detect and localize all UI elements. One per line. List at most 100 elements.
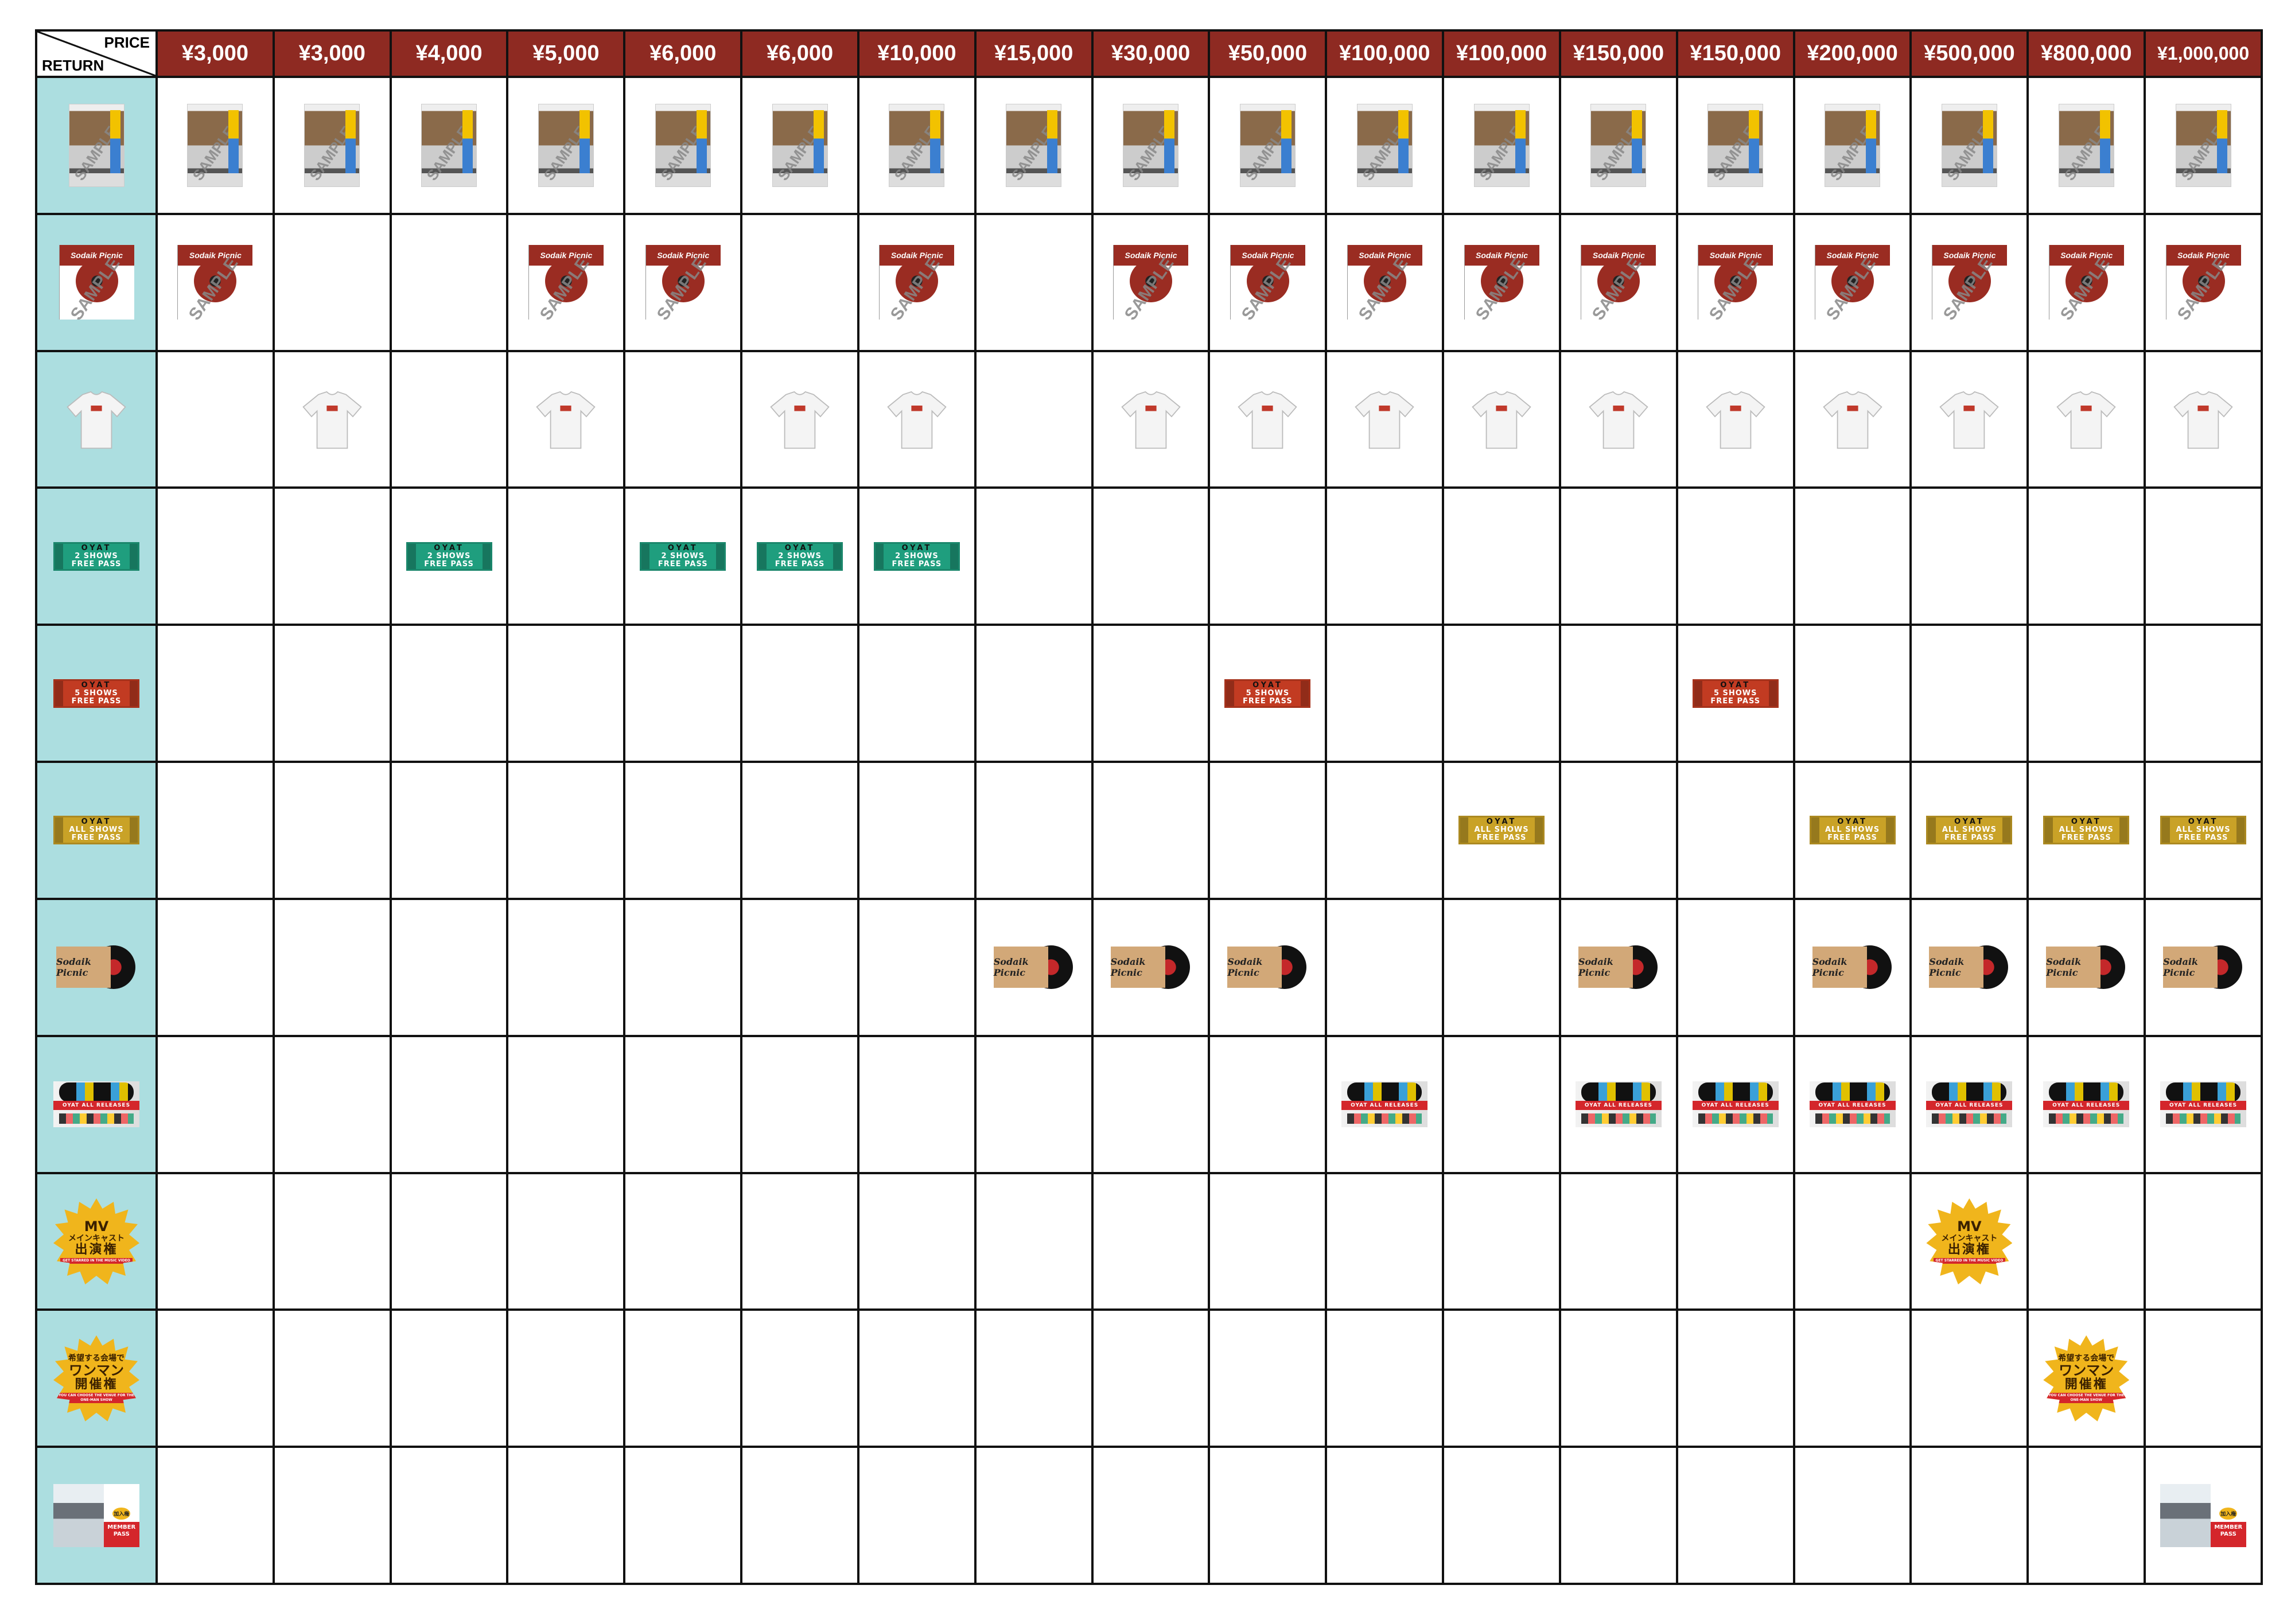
records-icon — [2049, 1082, 2124, 1103]
price-header: ¥10,000 — [859, 32, 974, 76]
ticket-line-2: 2 SHOWS — [895, 551, 939, 560]
reward-cell-included: SAMPLE — [1561, 78, 1676, 213]
reward-cell-empty — [625, 1448, 741, 1583]
reward-cell-empty — [158, 626, 273, 761]
reward-cell-included — [1912, 352, 2027, 487]
ticket-stub — [2002, 817, 2011, 843]
reward-cell-included: Sodaik Picnic FunionsSAMPLE — [2029, 215, 2144, 350]
ticket-line-3: FREE PASS — [424, 559, 474, 568]
price-axis-label: PRICE — [104, 34, 150, 51]
free-pass-ticket: OYAT 5 SHOWS FREE PASS — [53, 679, 139, 708]
releases-banner: OYAT ALL RELEASES — [1692, 1101, 1779, 1111]
return-label-vinyl: Sodaik Picnic — [37, 899, 155, 1035]
reward-cell-included: Sodaik Picnic FunionsSAMPLE — [2146, 215, 2261, 350]
tshirt-icon — [531, 385, 600, 454]
ticket-stub — [950, 543, 958, 569]
newspaper-image: SAMPLE — [187, 103, 243, 187]
all-releases-image: OYAT ALL RELEASES — [1341, 1081, 1428, 1128]
vinyl-sleeve: Sodaik Picnic — [2046, 947, 2101, 988]
newspaper-image: SAMPLE — [2058, 103, 2114, 187]
sample-watermark: SAMPLE — [1008, 123, 1058, 184]
reward-cell-empty — [391, 1448, 507, 1583]
reward-cell-empty — [391, 899, 507, 1035]
ticket-line-3: FREE PASS — [1476, 834, 1527, 843]
price-header: ¥6,000 — [625, 32, 741, 76]
reward-cell-empty — [1912, 489, 2027, 624]
reward-cell-included: SAMPLE — [742, 78, 857, 213]
cd-disc-icon — [662, 260, 705, 303]
cd-disc-icon — [544, 260, 588, 303]
reward-cell-included: OYAT 2 SHOWS FREE PASS — [859, 489, 974, 624]
cd-disc-icon — [1480, 260, 1523, 303]
reward-cell-empty — [274, 899, 390, 1035]
reward-cell-empty — [1561, 1311, 1676, 1446]
badge-line-1: 希望する会場で — [2058, 1353, 2115, 1363]
reward-cell-empty — [1210, 1448, 1325, 1583]
reward-cell-empty — [274, 626, 390, 761]
ticket-stub — [716, 543, 725, 569]
reward-cell-empty — [1678, 1174, 1793, 1309]
newspaper-image: SAMPLE — [1941, 103, 1997, 187]
reward-cell-empty — [859, 1174, 974, 1309]
ticket-body: OYAT 5 SHOWS FREE PASS — [1702, 681, 1769, 706]
price-header: ¥100,000 — [1444, 32, 1559, 76]
reward-cell-included: OYAT ALL SHOWS FREE PASS — [2146, 763, 2261, 898]
reward-cell-included — [742, 352, 857, 487]
badge-line-2: メインキャスト — [1941, 1233, 1998, 1243]
ticket-stub — [55, 543, 63, 569]
ticket-line-1: OYAT — [81, 680, 112, 690]
starburst-badge: 希望する会場で ワンマン 開催権 YOU CAN CHOOSE THE VENUE F… — [53, 1335, 139, 1422]
reward-cell-empty — [391, 352, 507, 487]
ticket-line-2: 5 SHOWS — [1246, 688, 1290, 698]
reward-cell-empty — [2029, 489, 2144, 624]
sample-watermark: SAMPLE — [2060, 123, 2110, 184]
return-label-ticket: OYAT ALL SHOWS FREE PASS — [37, 763, 155, 898]
ticket-line-3: FREE PASS — [658, 559, 708, 568]
reward-cell-empty — [742, 215, 857, 350]
ticket-stub — [1928, 817, 1936, 843]
newspaper-image: SAMPLE — [421, 103, 477, 187]
reward-cell-empty — [508, 899, 624, 1035]
ticket-body: OYAT ALL SHOWS FREE PASS — [63, 818, 130, 842]
reward-cell-empty — [1093, 1174, 1208, 1309]
free-pass-ticket: OYAT ALL SHOWS FREE PASS — [1809, 816, 1896, 845]
ticket-stub — [130, 680, 138, 706]
return-label-star: 希望する会場で ワンマン 開催権 YOU CAN CHOOSE THE VENUE F… — [37, 1311, 155, 1446]
reward-cell-included: OYAT ALL SHOWS FREE PASS — [1795, 763, 1910, 898]
member-photo-pass: 加入権 MEMBER PASS — [53, 1483, 139, 1547]
ticket-stub — [130, 817, 138, 843]
reward-cell-empty — [1795, 1448, 1910, 1583]
ticket-line-2: 2 SHOWS — [75, 551, 118, 560]
reward-cell-empty — [158, 1174, 273, 1309]
reward-cell-empty — [1327, 899, 1442, 1035]
sample-watermark: SAMPLE — [423, 123, 473, 184]
reward-cell-included — [1210, 352, 1325, 487]
tshirt-icon — [1233, 385, 1302, 454]
ticket-stub — [758, 543, 767, 569]
reward-cell-empty — [391, 1311, 507, 1446]
reward-matrix-table: PRICE RETURN ¥3,000 ¥3,000 ¥4,000 ¥5,000 ¥6,… — [35, 29, 2263, 1585]
reward-cell-empty — [1444, 1311, 1559, 1446]
reward-cell-empty — [1093, 489, 1208, 624]
reward-cell-empty — [976, 1448, 1091, 1583]
reward-cell-empty — [508, 763, 624, 898]
cd-image: Sodaik Picnic FunionsSAMPLE — [2165, 245, 2241, 324]
free-pass-ticket: OYAT 2 SHOWS FREE PASS — [406, 542, 492, 571]
ticket-stub — [55, 680, 63, 706]
ticket-stub — [55, 817, 63, 843]
reward-cell-empty — [1093, 1037, 1208, 1172]
reward-cell-included: OYAT 2 SHOWS FREE PASS — [742, 489, 857, 624]
releases-banner: OYAT ALL RELEASES — [1926, 1101, 2013, 1111]
cd-disc-icon — [1831, 260, 1874, 303]
member-pass: 加入権 MEMBER PASS — [2210, 1483, 2247, 1547]
reward-cell-empty — [1210, 763, 1325, 898]
ticket-line-2: 2 SHOWS — [661, 551, 705, 560]
reward-cell-empty — [391, 215, 507, 350]
reward-cell-empty — [1561, 626, 1676, 761]
badge-ribbon: GET STARRED IN THE MUSIC VIDEO — [1933, 1257, 2006, 1264]
starburst-badge: MV メインキャスト 出演権 GET STARRED IN THE MUSIC VID… — [53, 1198, 139, 1284]
return-label-newspaper: SAMPLE — [37, 78, 155, 213]
diagonal-divider — [37, 32, 155, 76]
sample-watermark: SAMPLE — [1242, 123, 1292, 184]
ticket-stub — [2236, 817, 2245, 843]
